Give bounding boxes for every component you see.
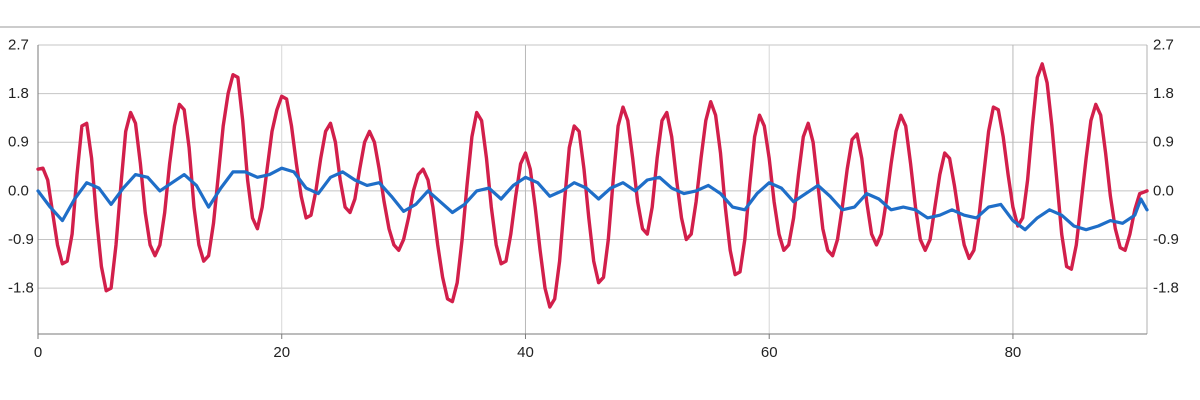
- y-tick-label-right: -1.8: [1153, 280, 1179, 297]
- y-tick-label-right: 0.9: [1153, 134, 1174, 151]
- y-tick-label-left: 1.8: [8, 85, 29, 102]
- y-tick-label-right: -0.9: [1153, 231, 1179, 248]
- series-group: [36, 62, 1149, 309]
- y-tick-label-left: 2.7: [8, 37, 29, 54]
- y-tick-label-right: 1.8: [1153, 85, 1174, 102]
- x-tick-label: 40: [517, 344, 534, 361]
- series-line-1: [36, 62, 1149, 309]
- y-tick-label-left: -0.9: [8, 231, 34, 248]
- x-tick-label: 0: [34, 344, 42, 361]
- series-line-2: [36, 166, 1149, 232]
- x-tick-label: 20: [273, 344, 290, 361]
- x-tick-label: 80: [1005, 344, 1022, 361]
- y-tick-label-right: 2.7: [1153, 37, 1174, 54]
- y-tick-label-left: 0.9: [8, 134, 29, 151]
- y-tick-label-left: 0.0: [8, 182, 29, 199]
- tick-labels: 2.7 2.7 1.8 1.8 0.9 0.9 0.0 0.0 -0.9 -0.9 -1.8 -1.8…: [8, 37, 1179, 362]
- x-tick-label: 60: [761, 344, 778, 361]
- y-tick-label-left: -1.8: [8, 280, 34, 297]
- y-tick-label-right: 0.0: [1153, 182, 1174, 199]
